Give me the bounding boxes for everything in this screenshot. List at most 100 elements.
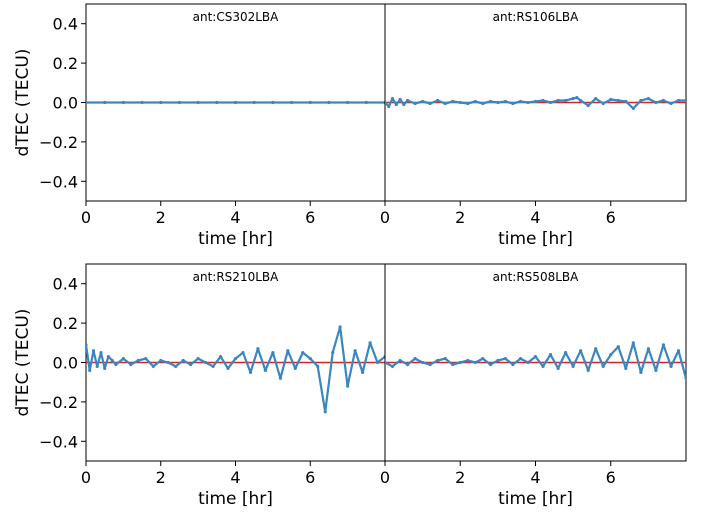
x-tick-label: 6: [606, 468, 616, 487]
x-tick-label: 0: [380, 208, 390, 227]
data-layer: [385, 341, 686, 380]
data-point: [103, 100, 107, 105]
data-point: [533, 355, 538, 359]
data-point: [86, 343, 88, 347]
data-point: [451, 362, 455, 367]
data-point: [466, 358, 470, 363]
x-tick-label: 2: [455, 468, 465, 487]
data-point: [594, 97, 598, 101]
data-point: [669, 101, 673, 106]
y-tick-label: −0.2: [39, 133, 78, 152]
data-point: [564, 351, 568, 355]
data-point: [594, 347, 598, 351]
data-point: [533, 99, 538, 104]
data-point: [646, 97, 651, 101]
data-point: [579, 98, 583, 103]
data-point: [684, 98, 686, 103]
x-tick-label: 4: [230, 208, 240, 227]
data-point: [443, 101, 447, 106]
data-point: [353, 349, 357, 353]
data-point: [390, 364, 395, 368]
data-point: [394, 102, 398, 107]
data-point: [293, 366, 297, 370]
data-point: [181, 358, 185, 363]
panel-4: ant:RS508LBA 0 2 4 6 time [hr]: [380, 263, 687, 509]
data-point: [579, 349, 583, 353]
data-point: [428, 101, 432, 106]
data-point: [286, 349, 290, 353]
panel-2: ant:RS106LBA 0 2 4 6 time [hr]: [380, 3, 687, 249]
data-point: [204, 360, 208, 365]
data-point: [129, 362, 133, 367]
data-point: [402, 102, 406, 107]
data-layer: [385, 96, 686, 110]
y-tick-label: −0.2: [39, 393, 78, 412]
data-point: [252, 100, 256, 105]
data-point: [548, 353, 553, 357]
data-point: [233, 100, 238, 105]
data-point: [624, 99, 628, 104]
data-point: [140, 100, 144, 105]
data-point: [511, 101, 515, 106]
x-tick-label: 2: [156, 468, 166, 487]
data-point: [676, 98, 681, 103]
data-point: [174, 364, 178, 368]
data-point: [110, 358, 114, 363]
data-point: [481, 101, 485, 106]
data-point: [177, 100, 181, 105]
data-point: [241, 351, 245, 355]
x-axis-label: time [hr]: [498, 489, 573, 509]
data-point: [586, 368, 590, 372]
y-axis-label: dTEC (TECU): [13, 49, 33, 157]
data-point: [86, 100, 88, 105]
x-tick-label: 4: [230, 468, 240, 487]
data-point: [669, 364, 673, 368]
data-point: [385, 100, 387, 105]
x-tick-label: 0: [81, 468, 91, 487]
data-point: [308, 357, 312, 361]
data-point: [248, 370, 253, 374]
data-point: [601, 364, 605, 368]
data-point: [488, 99, 492, 104]
data-point: [481, 357, 485, 361]
data-point: [88, 368, 92, 372]
data-point: [631, 106, 635, 110]
data-point: [114, 362, 118, 367]
data-point: [421, 99, 425, 104]
panel-1: ant:CS302LBA 0 2 4 6 time [hr] 0.4 0.2 0.0 −0.2 −0…: [13, 3, 386, 249]
panel-title: ant:RS106LBA: [493, 10, 579, 24]
data-point: [316, 364, 320, 368]
x-tick-label: 6: [305, 208, 315, 227]
data-point: [95, 364, 99, 368]
data-point: [413, 357, 417, 361]
data-point: [219, 355, 223, 359]
data-point: [526, 360, 530, 365]
data-point: [159, 358, 163, 363]
data-point: [684, 376, 686, 380]
y-tick-label: 0.4: [53, 275, 78, 294]
data-point: [385, 360, 387, 365]
x-tick-label: 0: [380, 468, 390, 487]
data-point: [226, 366, 230, 370]
data-point: [571, 97, 575, 101]
data-point: [601, 101, 605, 106]
data-point: [503, 99, 507, 104]
data-point: [166, 360, 170, 365]
data-point: [488, 362, 492, 367]
data-point: [375, 360, 380, 365]
x-tick-label: 4: [530, 208, 540, 227]
data-point: [639, 98, 643, 103]
data-layer: [86, 325, 385, 414]
data-point: [654, 368, 658, 372]
panel-title: ant:RS508LBA: [493, 270, 579, 284]
data-point: [159, 100, 163, 105]
data-point: [327, 100, 331, 105]
data-point: [256, 347, 260, 351]
panel-title: ant:RS210LBA: [193, 270, 279, 284]
data-point: [323, 410, 327, 414]
data-point: [278, 376, 282, 380]
x-tick-label: 2: [455, 208, 465, 227]
data-point: [103, 366, 107, 370]
panel-3: ant:RS210LBA 0 2 4 6 time [hr] 0.4 0.2 0.0 −0.2 −0…: [13, 263, 386, 509]
